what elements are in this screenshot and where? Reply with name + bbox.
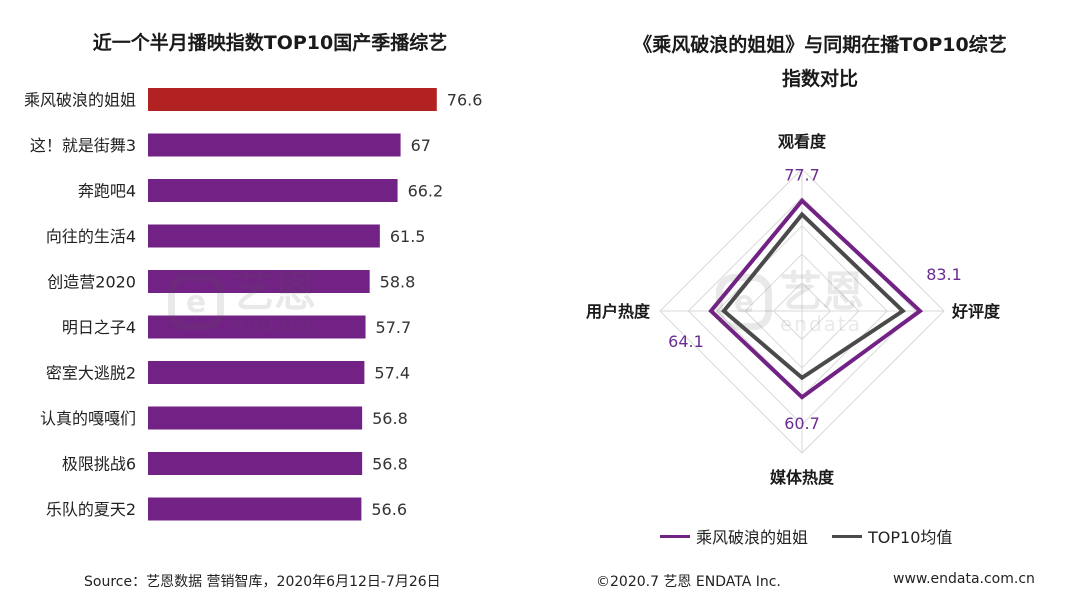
bar-category-label: 认真的嘎嘎们	[40, 409, 136, 428]
bar-value-label: 57.4	[374, 364, 410, 383]
bar-category-label: 乐队的夏天2	[46, 500, 136, 519]
bar-value-label: 56.8	[372, 455, 408, 474]
bar	[148, 270, 370, 293]
endata-logo-icon: e	[716, 274, 772, 330]
radar-axis-label: 用户热度	[586, 302, 651, 321]
radar-axis-label: 观看度	[778, 132, 827, 151]
bar	[148, 452, 363, 475]
bar	[148, 224, 380, 248]
watermark-en: endata	[232, 312, 315, 336]
bar-value-label: 66.2	[408, 182, 444, 201]
radar-series-average	[721, 211, 907, 381]
bar-value-label: 67	[411, 136, 431, 155]
radar-axis-label: 好评度	[951, 302, 1001, 321]
bar-category-label: 奔跑吧4	[78, 182, 136, 201]
bar-category-label: 向往的生活4	[46, 227, 136, 246]
bar-value-label: 56.6	[371, 500, 407, 519]
radar-title-line1: 《乘风破浪的姐姐》与同期在播TOP10综艺	[633, 34, 1007, 56]
legend-label-average: TOP10均值	[868, 528, 953, 547]
footer-copyright: ©2020.7 艺恩 ENDATA Inc.	[596, 574, 781, 590]
bar-category-label: 极限挑战6	[62, 455, 136, 474]
radar-value-label: 83.1	[926, 265, 962, 284]
footer-url[interactable]: www.endata.com.cn	[893, 571, 1035, 587]
endata-logo-icon: e	[168, 274, 224, 330]
bar-category-label: 乘风破浪的姐姐	[24, 91, 136, 110]
bar	[148, 315, 366, 339]
legend-swatch-primary	[660, 534, 690, 538]
watermark-cn: 艺恩	[232, 267, 317, 316]
bar	[148, 179, 398, 202]
radar-axis-label: 媒体热度	[770, 468, 835, 487]
legend-label-primary: 乘风破浪的姐姐	[696, 528, 809, 547]
bar	[148, 133, 401, 157]
legend-item-primary: 乘风破浪的姐姐	[660, 524, 808, 548]
bar-chart-title: 近一个半月播映指数TOP10国产季播综艺	[92, 32, 448, 54]
bar	[148, 497, 362, 521]
bar-category-label: 密室大逃脱2	[46, 364, 136, 383]
radar-value-label: 77.7	[784, 166, 820, 185]
radar-chart-title: 《乘风破浪的姐姐》与同期在播TOP10综艺 指数对比	[590, 28, 1050, 96]
bar-value-label: 57.7	[376, 318, 412, 337]
radar-value-label: 64.1	[668, 332, 704, 351]
bar-category-label: 创造营2020	[47, 273, 136, 292]
radar-title-line2: 指数对比	[781, 68, 858, 90]
radar-series-primary	[708, 197, 924, 400]
bar	[148, 406, 363, 430]
bar-category-label: 明日之子4	[62, 318, 136, 337]
radar-value-label: 60.7	[784, 414, 820, 433]
radar-legend: 乘风破浪的姐姐 TOP10均值	[660, 524, 976, 548]
legend-item-average: TOP10均值	[832, 524, 952, 548]
legend-swatch-average	[832, 534, 863, 538]
watermark-en: endata	[780, 312, 863, 336]
watermark-right: e 艺恩 endata	[716, 270, 864, 334]
bar-value-label: 58.8	[380, 273, 416, 292]
watermark-cn: 艺恩	[780, 267, 865, 316]
bar	[148, 88, 437, 111]
watermark-left: e 艺恩 endata	[168, 270, 316, 334]
bar-value-label: 56.8	[372, 409, 408, 428]
bar	[148, 361, 365, 384]
footer-source: Source：艺恩数据 营销智库，2020年6月12日-7月26日	[84, 574, 441, 590]
bar-value-label: 76.6	[447, 91, 483, 110]
bar-category-label: 这！就是街舞3	[30, 136, 136, 155]
bar-value-label: 61.5	[390, 227, 426, 246]
